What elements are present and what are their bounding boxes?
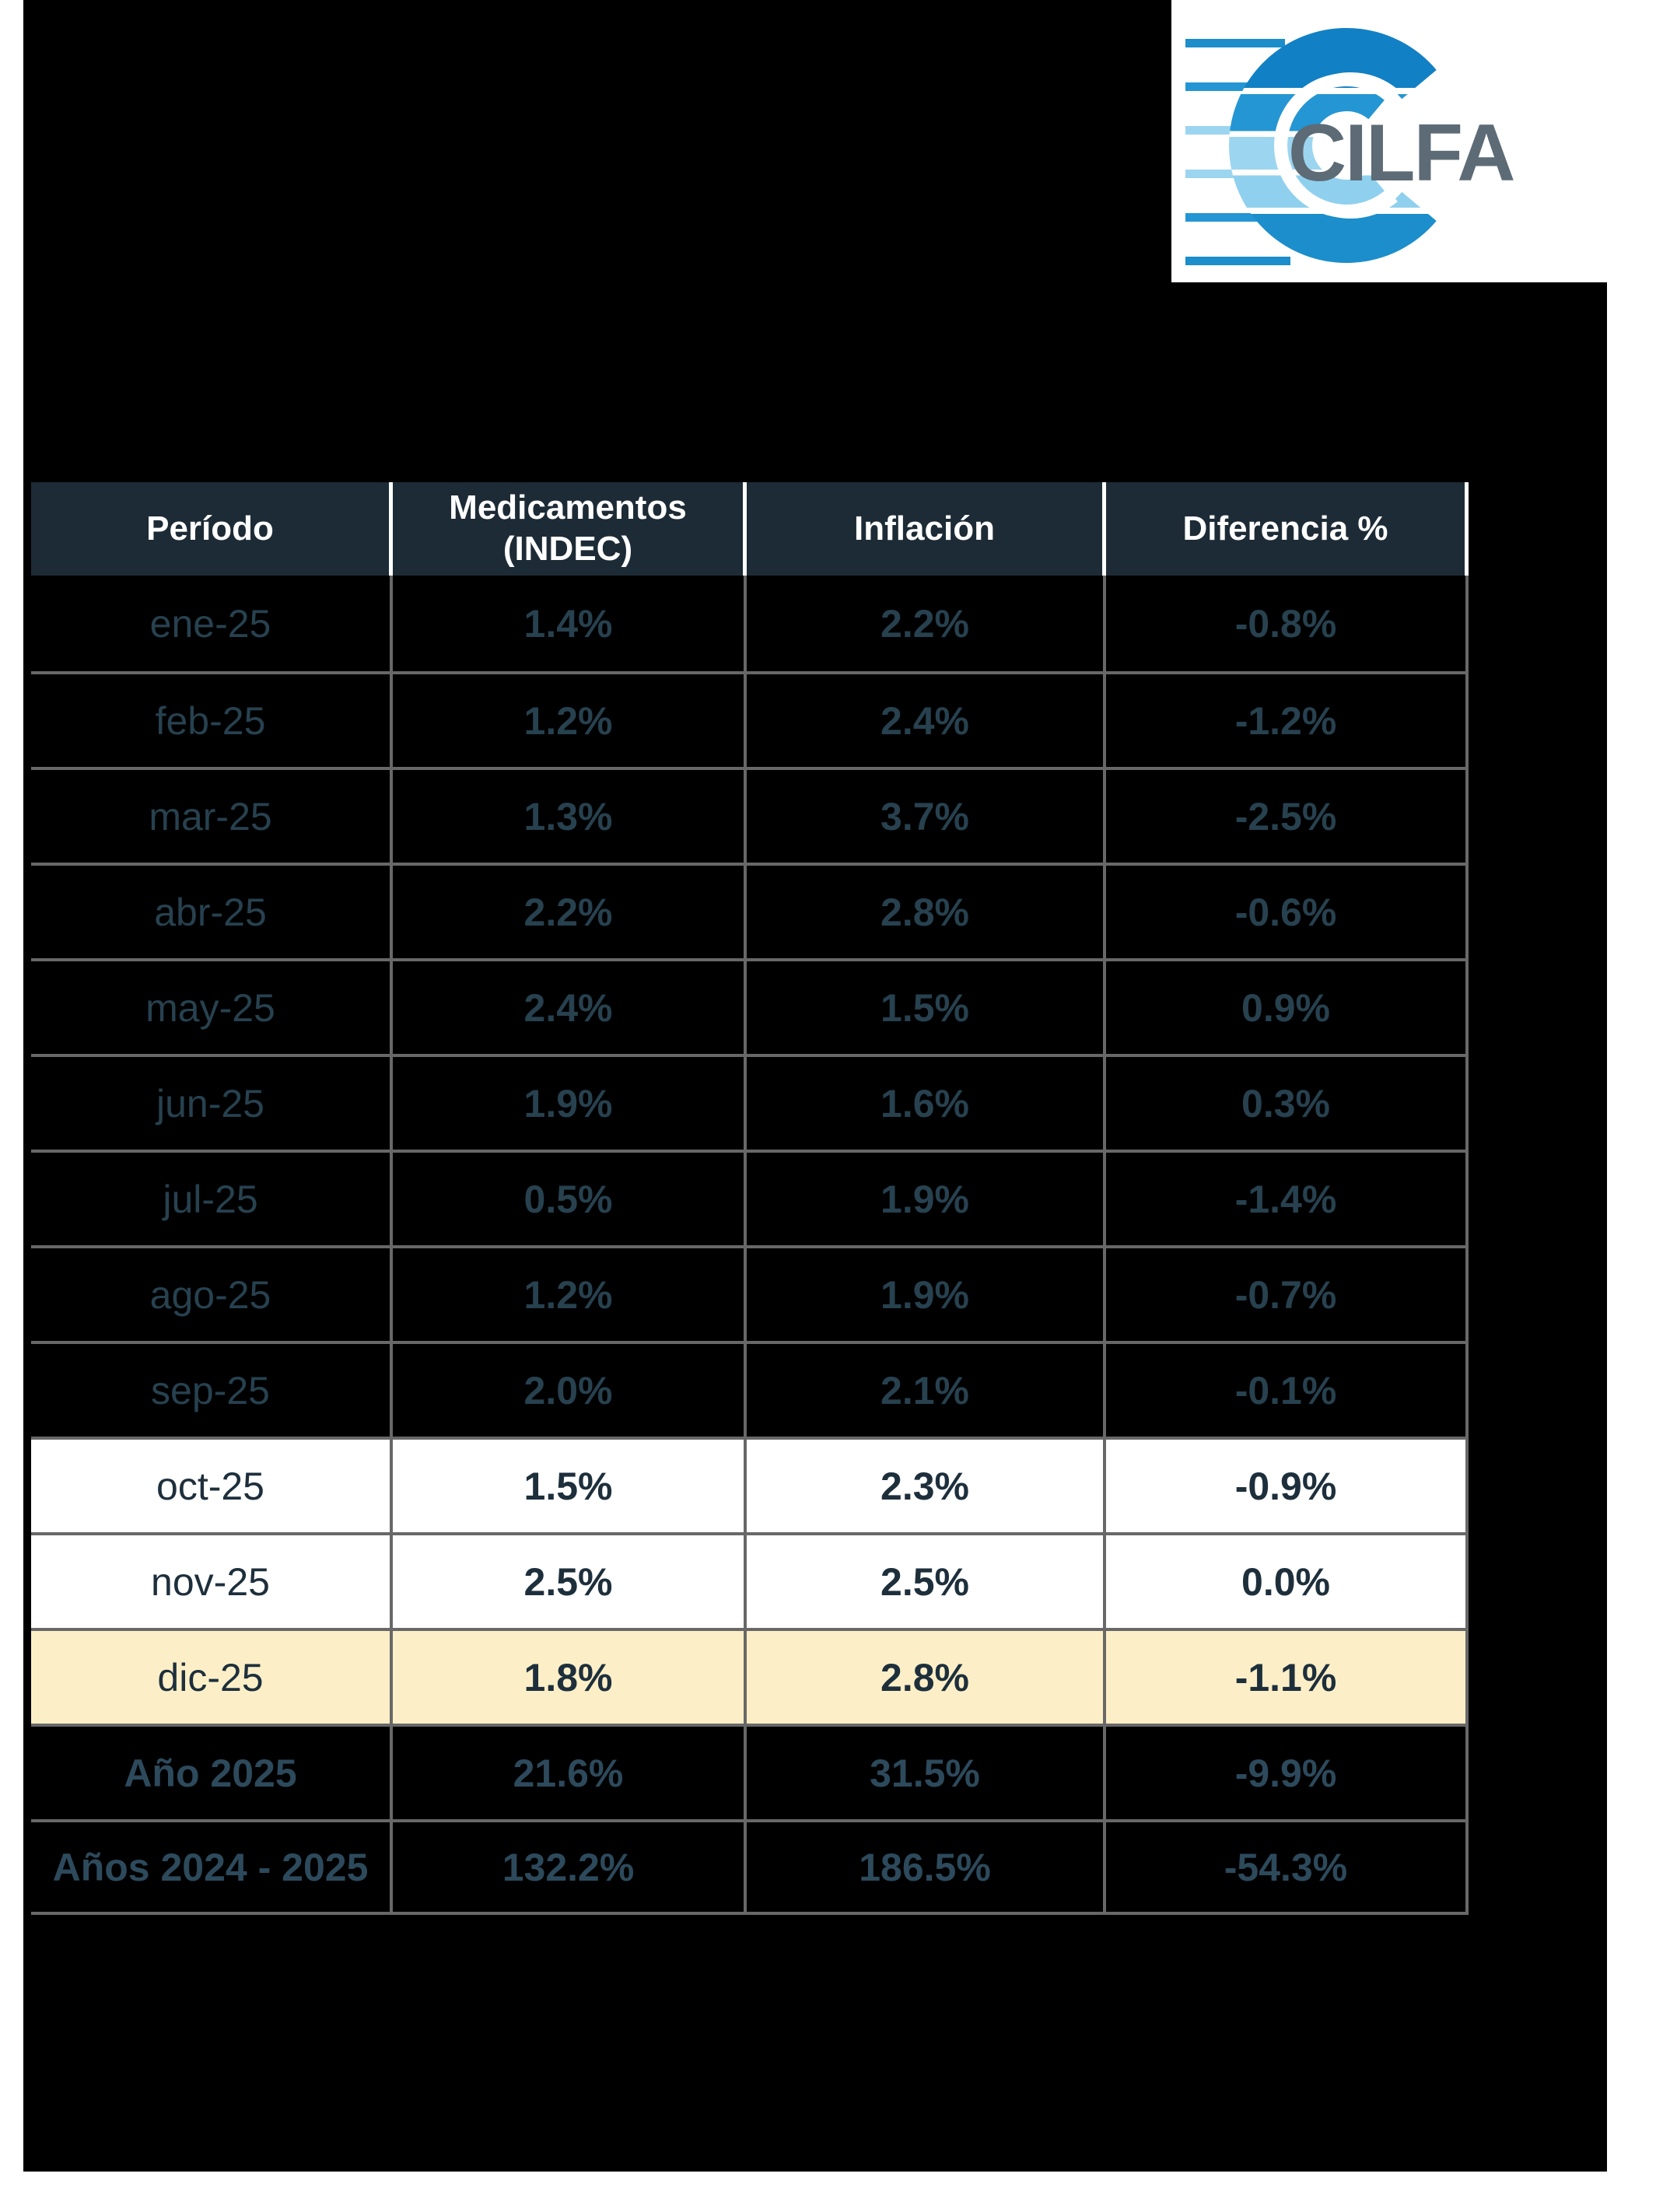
inflacion-cell: 186.5% (747, 1822, 1106, 1912)
period-cell: mar-25 (31, 770, 393, 863)
diferencia-cell: 0.9% (1106, 961, 1469, 1054)
medicamentos-cell: 1.4% (393, 576, 747, 671)
column-header-inflacion: Inflación (747, 482, 1106, 576)
period-cell: Años 2024 - 2025 (31, 1822, 393, 1912)
table-row: abr-25 2.2% 2.8% -0.6% (31, 863, 1469, 958)
logo-speed-lines (1185, 39, 1290, 265)
medicamentos-cell: 2.2% (393, 866, 747, 958)
medicamentos-cell: 132.2% (393, 1822, 747, 1912)
diferencia-cell: -1.1% (1106, 1631, 1469, 1724)
period-cell: jul-25 (31, 1153, 393, 1245)
medicamentos-cell: 21.6% (393, 1727, 747, 1819)
table-row: oct-25 1.5% 2.3% -0.9% (31, 1437, 1469, 1532)
period-cell: oct-25 (31, 1440, 393, 1532)
table-row: Años 2024 - 2025 132.2% 186.5% -54.3% (31, 1819, 1469, 1915)
inflacion-cell: 2.8% (747, 1631, 1106, 1724)
table-row: feb-25 1.2% 2.4% -1.2% (31, 671, 1469, 767)
table-row: jul-25 0.5% 1.9% -1.4% (31, 1150, 1469, 1245)
column-header-label: Diferencia % (1182, 509, 1388, 548)
diferencia-cell: -2.5% (1106, 770, 1469, 863)
table-row: ene-25 1.4% 2.2% -0.8% (31, 576, 1469, 671)
diferencia-cell: -9.9% (1106, 1727, 1469, 1819)
inflacion-cell: 2.5% (747, 1535, 1106, 1628)
column-header-periodo: Período (31, 482, 393, 576)
table-body: ene-25 1.4% 2.2% -0.8% feb-25 1.2% 2.4% -1.2% ma… (31, 576, 1469, 1915)
inflacion-cell: 3.7% (747, 770, 1106, 863)
table-row: jun-25 1.9% 1.6% 0.3% (31, 1054, 1469, 1150)
diferencia-cell: -0.6% (1106, 866, 1469, 958)
medicamentos-cell: 2.0% (393, 1344, 747, 1437)
column-header-label: Período (146, 509, 274, 548)
medicamentos-inflacion-table: Período Medicamentos (INDEC) Inflación D… (31, 482, 1469, 1915)
period-cell: jun-25 (31, 1057, 393, 1150)
logo-text: CILFA (1288, 108, 1514, 198)
medicamentos-cell: 2.5% (393, 1535, 747, 1628)
inflacion-cell: 31.5% (747, 1727, 1106, 1819)
period-cell: may-25 (31, 961, 393, 1054)
table-header-row: Período Medicamentos (INDEC) Inflación D… (31, 482, 1469, 576)
inflacion-cell: 2.8% (747, 866, 1106, 958)
diferencia-cell: -0.1% (1106, 1344, 1469, 1437)
medicamentos-cell: 1.9% (393, 1057, 747, 1150)
period-cell: nov-25 (31, 1535, 393, 1628)
medicamentos-cell: 1.3% (393, 770, 747, 863)
period-cell: ene-25 (31, 576, 393, 671)
period-cell: ago-25 (31, 1248, 393, 1341)
table-row: dic-25 1.8% 2.8% -1.1% (31, 1628, 1469, 1724)
column-header-label: Medicamentos (INDEC) (449, 488, 687, 568)
column-header-medicamentos: Medicamentos (INDEC) (393, 482, 747, 576)
table-row: may-25 2.4% 1.5% 0.9% (31, 958, 1469, 1054)
diferencia-cell: 0.3% (1106, 1057, 1469, 1150)
inflacion-cell: 2.2% (747, 576, 1106, 671)
column-header-label: Inflación (854, 509, 995, 548)
inflacion-cell: 1.5% (747, 961, 1106, 1054)
diferencia-cell: -0.9% (1106, 1440, 1469, 1532)
medicamentos-cell: 1.2% (393, 1248, 747, 1341)
period-cell: sep-25 (31, 1344, 393, 1437)
period-cell: feb-25 (31, 674, 393, 767)
diferencia-cell: -0.7% (1106, 1248, 1469, 1341)
table-row: Año 2025 21.6% 31.5% -9.9% (31, 1724, 1469, 1819)
inflacion-cell: 1.9% (747, 1248, 1106, 1341)
logo-gap-ring (1277, 72, 1398, 219)
logo-box: CILFA (1171, 0, 1607, 282)
inflacion-cell: 2.1% (747, 1344, 1106, 1437)
logo-inner-c (1287, 86, 1385, 205)
period-cell: dic-25 (31, 1631, 393, 1724)
table-row: mar-25 1.3% 3.7% -2.5% (31, 767, 1469, 863)
period-cell: abr-25 (31, 866, 393, 958)
medicamentos-cell: 2.4% (393, 961, 747, 1054)
diferencia-cell: -54.3% (1106, 1822, 1469, 1912)
column-header-diferencia: Diferencia % (1106, 482, 1469, 576)
table-row: ago-25 1.2% 1.9% -0.7% (31, 1245, 1469, 1341)
inflacion-cell: 1.9% (747, 1153, 1106, 1245)
table-row: nov-25 2.5% 2.5% 0.0% (31, 1532, 1469, 1628)
diferencia-cell: 0.0% (1106, 1535, 1469, 1628)
inflacion-cell: 2.4% (747, 674, 1106, 767)
medicamentos-cell: 0.5% (393, 1153, 747, 1245)
medicamentos-cell: 1.2% (393, 674, 747, 767)
table-row: sep-25 2.0% 2.1% -0.1% (31, 1341, 1469, 1437)
medicamentos-cell: 1.8% (393, 1631, 747, 1724)
logo-big-c (1229, 28, 1437, 263)
diferencia-cell: -1.2% (1106, 674, 1469, 767)
inflacion-cell: 1.6% (747, 1057, 1106, 1150)
inflacion-cell: 2.3% (747, 1440, 1106, 1532)
diferencia-cell: -1.4% (1106, 1153, 1469, 1245)
diferencia-cell: -0.8% (1106, 576, 1469, 671)
cilfa-logo: CILFA (1185, 28, 1515, 265)
period-cell: Año 2025 (31, 1727, 393, 1819)
medicamentos-cell: 1.5% (393, 1440, 747, 1532)
